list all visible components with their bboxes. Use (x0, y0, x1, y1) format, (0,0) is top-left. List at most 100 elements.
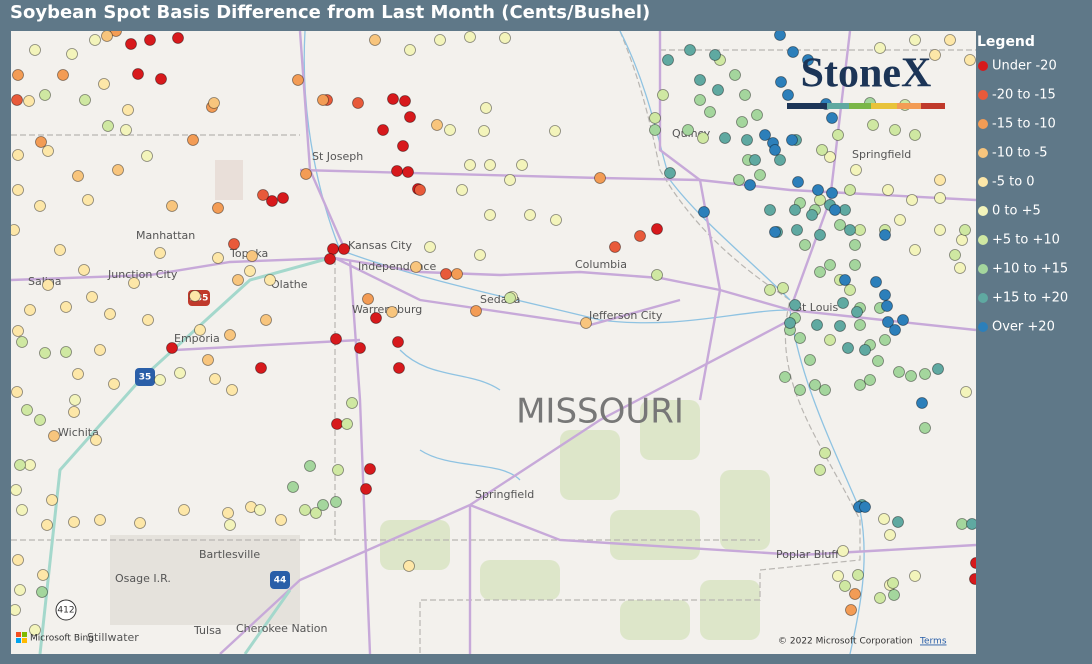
location-dot (909, 34, 921, 46)
location-dot (784, 317, 796, 329)
legend-label: -20 to -15 (992, 88, 1056, 103)
location-dot (949, 249, 961, 261)
location-dot (69, 394, 81, 406)
location-dot (609, 241, 621, 253)
legend-swatch (978, 148, 988, 158)
terms-link[interactable]: Terms (919, 637, 947, 647)
legend-swatch (978, 61, 988, 71)
location-dot (882, 184, 894, 196)
location-dot (854, 379, 866, 391)
location-dot (775, 76, 787, 88)
location-dot (834, 219, 846, 231)
location-dot (874, 592, 886, 604)
location-dot (804, 354, 816, 366)
location-dot (90, 434, 102, 446)
location-dot (879, 289, 891, 301)
location-dot (11, 484, 22, 496)
location-dot (224, 519, 236, 531)
city-label: Wichita (58, 426, 99, 439)
city-label: Cherokee Nation (236, 622, 328, 635)
legend-label: 0 to +5 (992, 204, 1041, 219)
location-dot (966, 518, 976, 530)
location-dot (782, 89, 794, 101)
location-dot (154, 247, 166, 259)
location-dot (11, 604, 21, 616)
location-dot (68, 516, 80, 528)
location-dot (194, 324, 206, 336)
location-dot (749, 154, 761, 166)
location-dot (649, 112, 661, 124)
location-dot (550, 214, 562, 226)
location-dot (209, 373, 221, 385)
location-dot (456, 184, 468, 196)
location-dot (110, 31, 122, 37)
location-dot (649, 124, 661, 136)
location-dot (260, 314, 272, 326)
location-dot (878, 513, 890, 525)
location-dot (832, 570, 844, 582)
location-dot (794, 384, 806, 396)
location-dot (854, 224, 866, 236)
location-dot (132, 68, 144, 80)
location-dot (34, 414, 46, 426)
location-dot (867, 119, 879, 131)
location-dot (202, 354, 214, 366)
location-dot (29, 44, 41, 56)
location-dot (369, 34, 381, 46)
location-dot (764, 204, 776, 216)
location-dot (852, 569, 864, 581)
location-dot (393, 362, 405, 374)
location-dot (232, 274, 244, 286)
location-dot (662, 54, 674, 66)
location-dot (814, 229, 826, 241)
location-dot (178, 504, 190, 516)
location-dot (909, 570, 921, 582)
location-dot (882, 316, 894, 328)
location-dot (254, 504, 266, 516)
map: MISSOURI St Joseph Kansas City Independe… (11, 31, 976, 654)
location-dot (360, 483, 372, 495)
location-dot (789, 204, 801, 216)
location-dot (222, 507, 234, 519)
location-dot (879, 334, 891, 346)
location-dot (824, 334, 836, 346)
location-dot (82, 194, 94, 206)
location-dot (300, 168, 312, 180)
location-dot (794, 332, 806, 344)
legend-label: Over +20 (992, 320, 1055, 335)
location-dot (549, 125, 561, 137)
location-dot (397, 140, 409, 152)
legend-label: +15 to +20 (992, 291, 1068, 306)
location-dot (16, 336, 28, 348)
location-dot (362, 293, 374, 305)
city-label: St Joseph (312, 150, 363, 163)
location-dot (327, 243, 339, 255)
location-dot (404, 44, 416, 56)
location-dot (969, 573, 976, 585)
location-dot (879, 229, 891, 241)
location-dot (451, 268, 463, 280)
legend-swatch (978, 177, 988, 187)
location-dot (112, 164, 124, 176)
location-dot (125, 38, 137, 50)
legend-swatch (978, 90, 988, 100)
location-dot (499, 32, 511, 44)
parks (380, 400, 770, 640)
location-dot (960, 386, 972, 398)
location-dot (34, 200, 46, 212)
location-dot (141, 150, 153, 162)
city-label: Olathe (271, 278, 308, 291)
city-label: Stillwater (87, 631, 139, 644)
location-dot (844, 224, 856, 236)
location-dot (352, 97, 364, 109)
location-dot (909, 129, 921, 141)
location-dot (845, 604, 857, 616)
location-dot (733, 174, 745, 186)
provider: Microsoft Bing (30, 634, 94, 644)
location-dot (11, 386, 23, 398)
location-dot (474, 249, 486, 261)
location-dot (78, 264, 90, 276)
location-dot (719, 132, 731, 144)
location-dot (120, 124, 132, 136)
